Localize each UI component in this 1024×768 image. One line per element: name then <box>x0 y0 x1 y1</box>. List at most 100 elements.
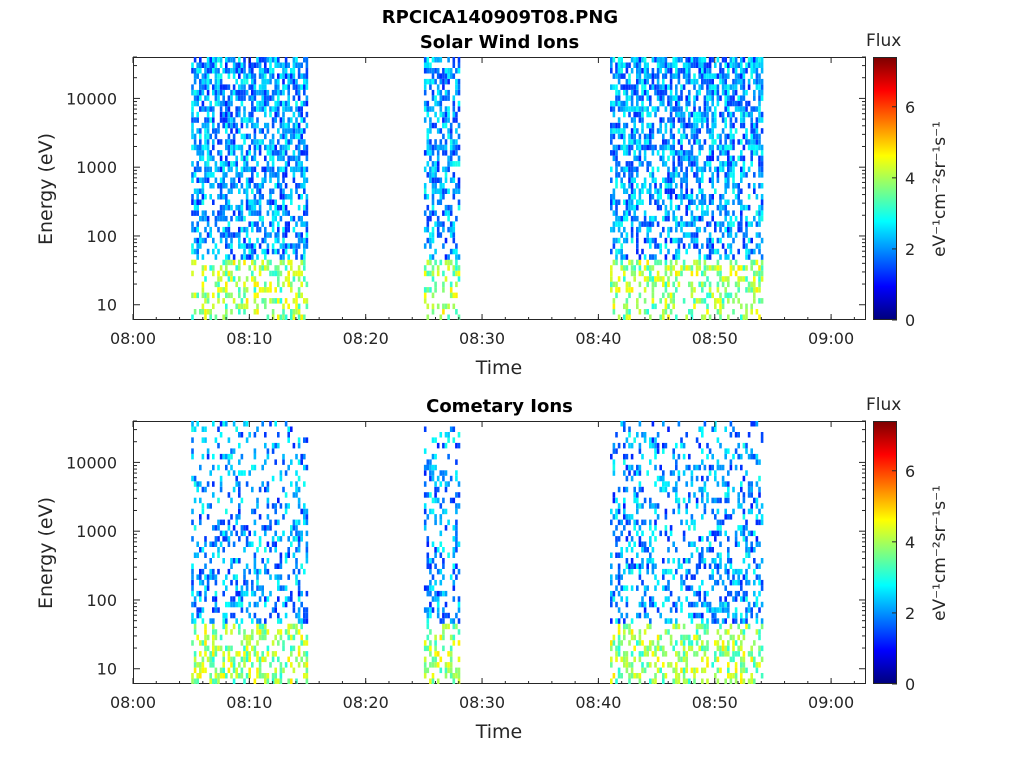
spectrogram-cell <box>434 259 437 266</box>
spectrogram-cell <box>690 221 694 227</box>
spectrogram-cell <box>225 287 228 293</box>
spectrogram-cell <box>649 111 652 118</box>
spectrogram-cell <box>672 678 675 684</box>
spectrogram-cell <box>271 73 275 79</box>
spectrogram-cell <box>227 84 231 90</box>
spectrogram-cell <box>214 89 218 96</box>
spectrogram-cell <box>290 68 293 74</box>
spectrogram-cell <box>284 68 288 74</box>
spectrogram-cell <box>266 673 270 679</box>
spectrogram-cell <box>727 486 730 493</box>
spectrogram-cell <box>610 139 613 145</box>
spectrogram-cell <box>232 89 236 96</box>
spectrogram-cell <box>737 623 740 630</box>
spectrogram-cell <box>303 128 306 134</box>
spectrogram-cell <box>217 270 220 277</box>
spectrogram-cell <box>305 177 309 183</box>
spectrogram-cell <box>693 673 696 679</box>
spectrogram-cell <box>740 265 743 271</box>
spectrogram-cell <box>235 144 238 151</box>
spectrogram-cell <box>659 68 662 74</box>
spectrogram-cell <box>449 287 453 293</box>
spectrogram-cell <box>230 673 233 679</box>
y-tick-label: 100 <box>86 227 117 246</box>
spectrogram-cell <box>261 78 264 85</box>
spectrogram-cell <box>727 314 730 320</box>
spectrogram-cell <box>643 68 647 74</box>
spectrogram-cell <box>303 78 306 85</box>
spectrogram-cell <box>227 122 231 129</box>
spectrogram-cell <box>193 248 197 255</box>
spectrogram-cell <box>672 139 675 145</box>
spectrogram-cell <box>662 276 665 282</box>
spectrogram-cell <box>290 623 293 630</box>
spectrogram-cell <box>436 486 440 493</box>
spectrogram-cell <box>256 139 259 145</box>
spectrogram-cell <box>740 453 743 460</box>
spectrogram-cell <box>230 579 233 586</box>
panel1-plot-area <box>133 57 866 320</box>
spectrogram-cell <box>245 656 249 663</box>
spectrogram-cell <box>753 270 756 277</box>
spectrogram-cell <box>277 57 280 63</box>
spectrogram-cell <box>204 667 207 674</box>
spectrogram-cell <box>245 166 249 173</box>
spectrogram-cell <box>680 194 683 200</box>
spectrogram-cell <box>732 651 735 657</box>
spectrogram-cell <box>685 667 688 674</box>
spectrogram-cell <box>436 612 440 619</box>
spectrogram-cell <box>690 618 694 624</box>
spectrogram-cell <box>610 640 613 646</box>
spectrogram-cell <box>251 172 254 178</box>
spectrogram-cell <box>693 232 696 238</box>
spectrogram-cell <box>193 525 197 531</box>
spectrogram-cell <box>253 558 257 564</box>
spectrogram-cell <box>649 254 652 260</box>
spectrogram-cell <box>217 525 220 531</box>
spectrogram-cell <box>734 183 738 189</box>
spectrogram-cell <box>737 453 740 460</box>
spectrogram-cell <box>638 656 642 663</box>
spectrogram-cell <box>429 558 432 564</box>
spectrogram-cell <box>219 519 223 526</box>
spectrogram-cell <box>256 221 259 227</box>
spectrogram-cell <box>201 508 205 515</box>
spectrogram-cell <box>732 210 735 216</box>
spectrogram-cell <box>439 503 443 509</box>
spectrogram-cell <box>297 292 301 299</box>
spectrogram-cell <box>688 612 691 619</box>
spectrogram-cell <box>701 536 704 542</box>
spectrogram-cell <box>292 166 296 173</box>
spectrogram-cell <box>434 651 437 657</box>
spectrogram-cell <box>620 183 623 189</box>
spectrogram-cell <box>711 155 714 162</box>
spectrogram-cell <box>737 525 740 531</box>
spectrogram-cell <box>745 100 748 107</box>
spectrogram-cell <box>721 144 725 151</box>
spectrogram-cell <box>755 667 759 674</box>
spectrogram-cell <box>672 601 675 608</box>
spectrogram-cell <box>698 558 701 564</box>
spectrogram-cell <box>191 194 194 200</box>
spectrogram-cell <box>256 547 259 553</box>
spectrogram-cell <box>732 68 735 74</box>
spectrogram-cell <box>693 95 696 101</box>
spectrogram-cell <box>434 57 437 63</box>
spectrogram-cell <box>729 133 733 140</box>
spectrogram-cell <box>706 95 709 101</box>
spectrogram-cell <box>258 144 262 151</box>
spectrogram-cell <box>617 486 621 493</box>
spectrogram-cell <box>227 133 231 140</box>
spectrogram-cell <box>633 89 636 96</box>
spectrogram-cell <box>693 172 696 178</box>
spectrogram-cell <box>688 78 691 85</box>
spectrogram-cell <box>227 470 231 476</box>
spectrogram-cell <box>641 117 644 123</box>
spectrogram-cell <box>305 95 309 101</box>
panel1-colorbar-label: Flux <box>866 31 902 51</box>
spectrogram-cell <box>449 656 453 663</box>
spectrogram-cell <box>261 634 264 641</box>
spectrogram-cell <box>753 678 756 684</box>
spectrogram-cell <box>706 662 709 668</box>
spectrogram-cell <box>206 232 210 238</box>
